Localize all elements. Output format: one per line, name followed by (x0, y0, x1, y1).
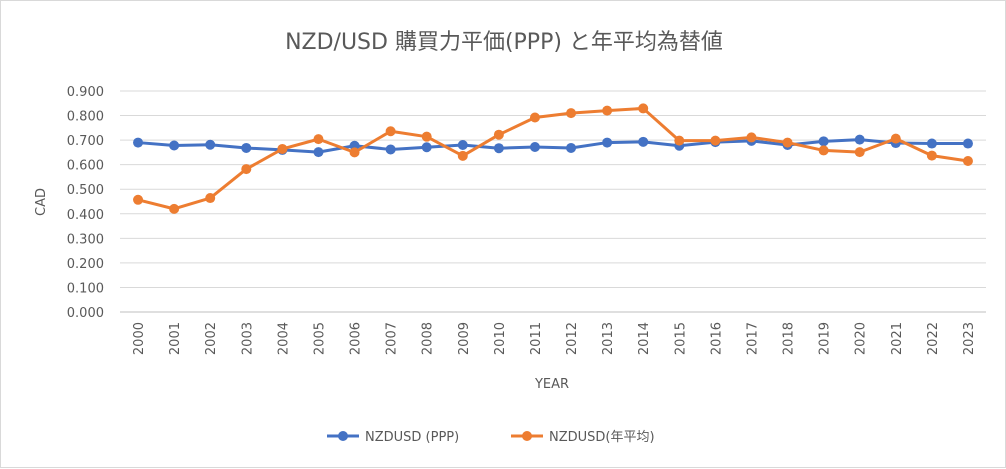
data-point (818, 136, 829, 147)
x-tick-label: 2018 (782, 322, 797, 355)
x-tick-label: 2004 (276, 322, 291, 355)
y-axis-ticks: 0.000 0.100 0.200 0.300 0.400 0.500 0.600 0.700… (67, 85, 104, 321)
data-point (529, 112, 540, 123)
data-point (277, 143, 288, 154)
x-tick-label: 2008 (421, 322, 436, 355)
data-point (385, 126, 396, 137)
x-tick-label: 2001 (168, 322, 183, 355)
data-point (133, 137, 144, 148)
x-tick-label: 2022 (926, 322, 941, 355)
legend-label: NZDUSD(年平均) (549, 430, 655, 445)
data-point (169, 203, 180, 214)
x-tick-label: 2019 (818, 322, 833, 355)
x-tick-label: 2007 (385, 322, 400, 355)
y-axis-title: CAD (34, 188, 49, 216)
legend-item: NZDUSD (PPP) (327, 430, 459, 445)
y-tick-label: 0.200 (67, 257, 104, 272)
series-2 (133, 103, 973, 214)
data-point (926, 138, 937, 149)
data-point (385, 144, 396, 155)
y-tick-label: 0.500 (67, 183, 104, 198)
series-line (137, 106, 969, 211)
data-point (529, 141, 540, 152)
x-tick-label: 2000 (132, 322, 147, 355)
x-tick-label: 2017 (745, 322, 760, 355)
data-point (746, 132, 757, 143)
y-tick-label: 0.400 (67, 208, 104, 223)
data-point (602, 105, 613, 116)
x-tick-label: 2021 (890, 322, 905, 355)
y-tick-label: 0.000 (67, 306, 104, 321)
data-point (962, 138, 973, 149)
data-point (457, 150, 468, 161)
y-tick-label: 0.600 (67, 159, 104, 174)
data-point (205, 193, 216, 204)
x-tick-label: 2020 (854, 322, 869, 355)
data-point (926, 150, 937, 161)
y-tick-label: 0.800 (67, 110, 104, 125)
data-point (674, 135, 685, 146)
data-point (241, 142, 252, 153)
legend-marker (522, 431, 532, 441)
data-point (205, 139, 216, 150)
data-point (349, 147, 360, 158)
series-line (137, 138, 968, 154)
x-tick-label: 2015 (673, 322, 688, 355)
gridlines (120, 90, 986, 313)
data-point (241, 164, 252, 175)
data-point (313, 147, 324, 158)
data-series (133, 103, 973, 214)
data-point (782, 137, 793, 148)
legend-marker (338, 431, 348, 441)
data-point (818, 145, 829, 156)
x-tick-label: 2002 (204, 322, 219, 355)
x-axis-ticks: 2000 2001 2002 2003 2004 2005 2006 2007 2008 2009… (132, 322, 977, 355)
data-point (638, 103, 649, 114)
y-tick-label: 0.900 (67, 85, 104, 100)
x-tick-label: 2010 (493, 322, 508, 355)
x-tick-label: 2012 (565, 322, 580, 355)
data-point (710, 135, 721, 146)
x-axis-title: YEAR (534, 377, 569, 392)
data-point (457, 140, 468, 151)
data-point (421, 142, 432, 153)
y-tick-label: 0.700 (67, 134, 104, 149)
legend-label: NZDUSD (PPP) (365, 430, 459, 445)
x-tick-label: 2011 (529, 322, 544, 355)
y-tick-label: 0.300 (67, 232, 104, 247)
data-point (421, 131, 432, 142)
data-point (566, 142, 577, 153)
x-tick-label: 2009 (457, 322, 472, 355)
x-tick-label: 2014 (637, 322, 652, 355)
legend: NZDUSD (PPP) NZDUSD(年平均) (327, 430, 655, 445)
x-tick-label: 2003 (240, 322, 255, 355)
legend-item: NZDUSD(年平均) (511, 430, 655, 445)
data-point (566, 108, 577, 119)
data-point (493, 143, 504, 154)
chart-title: NZD/USD 購買力平価(PPP) と年平均為替値 (285, 30, 723, 55)
data-point (313, 134, 324, 145)
data-point (169, 140, 180, 151)
x-tick-label: 2006 (349, 322, 364, 355)
data-point (962, 155, 973, 166)
data-point (133, 194, 144, 205)
series-1 (133, 134, 973, 158)
y-tick-label: 0.100 (67, 281, 104, 296)
x-tick-label: 2005 (312, 322, 327, 355)
data-point (854, 147, 865, 158)
data-point (890, 133, 901, 144)
data-point (854, 134, 865, 145)
x-tick-label: 2023 (962, 322, 977, 355)
data-point (602, 137, 613, 148)
data-point (493, 129, 504, 140)
x-tick-label: 2016 (709, 322, 724, 355)
data-point (638, 136, 649, 147)
x-tick-label: 2013 (601, 322, 616, 355)
